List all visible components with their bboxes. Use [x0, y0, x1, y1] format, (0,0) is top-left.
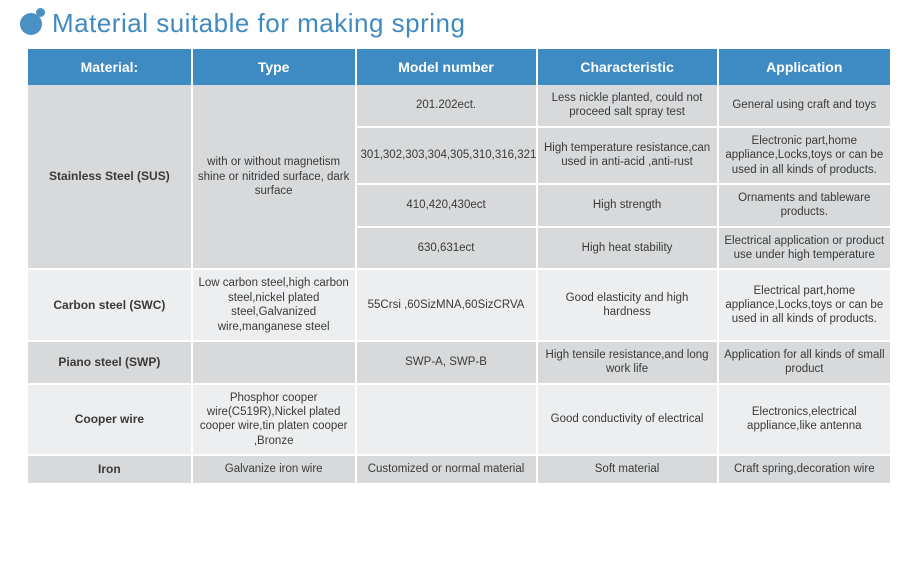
cell-model: 201.202ect.	[356, 85, 537, 127]
cell-material: Cooper wire	[28, 384, 192, 456]
cell-material: Piano steel (SWP)	[28, 341, 192, 384]
cell-char: High strength	[537, 184, 718, 227]
cell-model: 630,631ect	[356, 227, 537, 270]
cell-model: 301,302,303,304,305,310,316,321	[356, 127, 537, 184]
cell-char: High heat stability	[537, 227, 718, 270]
cell-model: SWP-A, SWP-B	[356, 341, 537, 384]
col-app: Application	[718, 49, 890, 85]
cell-app: Ornaments and tableware products.	[718, 184, 890, 227]
cell-app: Electrical application or product use un…	[718, 227, 890, 270]
cell-type: with or without magnetism shine or nitri…	[192, 85, 356, 269]
title-row: Material suitable for making spring	[0, 0, 918, 43]
cell-char: Soft material	[537, 455, 718, 484]
table-header-row: Material: Type Model number Characterist…	[28, 49, 890, 85]
cell-app: Application for all kinds of small produ…	[718, 341, 890, 384]
cell-app: Craft spring,decoration wire	[718, 455, 890, 484]
cell-app: General using craft and toys	[718, 85, 890, 127]
bullet-icon	[20, 13, 42, 35]
table-body: Stainless Steel (SUS) with or without ma…	[28, 85, 890, 484]
page-title: Material suitable for making spring	[52, 8, 465, 39]
table-container: Material: Type Model number Characterist…	[0, 43, 918, 485]
cell-material: Iron	[28, 455, 192, 484]
cell-app: Electronics,electrical appliance,like an…	[718, 384, 890, 456]
cell-model: 55Crsi ,60SizMNA,60SizCRVA	[356, 269, 537, 341]
cell-model: Customized or normal material	[356, 455, 537, 484]
cell-type: Low carbon steel,high carbon steel,nicke…	[192, 269, 356, 341]
cell-char: Good elasticity and high hardness	[537, 269, 718, 341]
col-model: Model number	[356, 49, 537, 85]
table-row: Stainless Steel (SUS) with or without ma…	[28, 85, 890, 127]
cell-char: High tensile resistance,and long work li…	[537, 341, 718, 384]
cell-type: Phosphor cooper wire(C519R),Nickel plate…	[192, 384, 356, 456]
cell-char: Less nickle planted, could not proceed s…	[537, 85, 718, 127]
cell-type: Galvanize iron wire	[192, 455, 356, 484]
cell-model: 410,420,430ect	[356, 184, 537, 227]
materials-table: Material: Type Model number Characterist…	[28, 49, 890, 485]
cell-type	[192, 341, 356, 384]
table-row: Cooper wire Phosphor cooper wire(C519R),…	[28, 384, 890, 456]
cell-app: Electrical part,home appliance,Locks,toy…	[718, 269, 890, 341]
col-material: Material:	[28, 49, 192, 85]
col-char: Characteristic	[537, 49, 718, 85]
cell-char: Good conductivity of electrical	[537, 384, 718, 456]
table-row: Iron Galvanize iron wire Customized or n…	[28, 455, 890, 484]
cell-material: Stainless Steel (SUS)	[28, 85, 192, 269]
cell-model	[356, 384, 537, 456]
cell-app: Electronic part,home appliance,Locks,toy…	[718, 127, 890, 184]
cell-char: High temperature resistance,can used in …	[537, 127, 718, 184]
table-row: Piano steel (SWP) SWP-A, SWP-B High tens…	[28, 341, 890, 384]
cell-material: Carbon steel (SWC)	[28, 269, 192, 341]
col-type: Type	[192, 49, 356, 85]
table-row: Carbon steel (SWC) Low carbon steel,high…	[28, 269, 890, 341]
